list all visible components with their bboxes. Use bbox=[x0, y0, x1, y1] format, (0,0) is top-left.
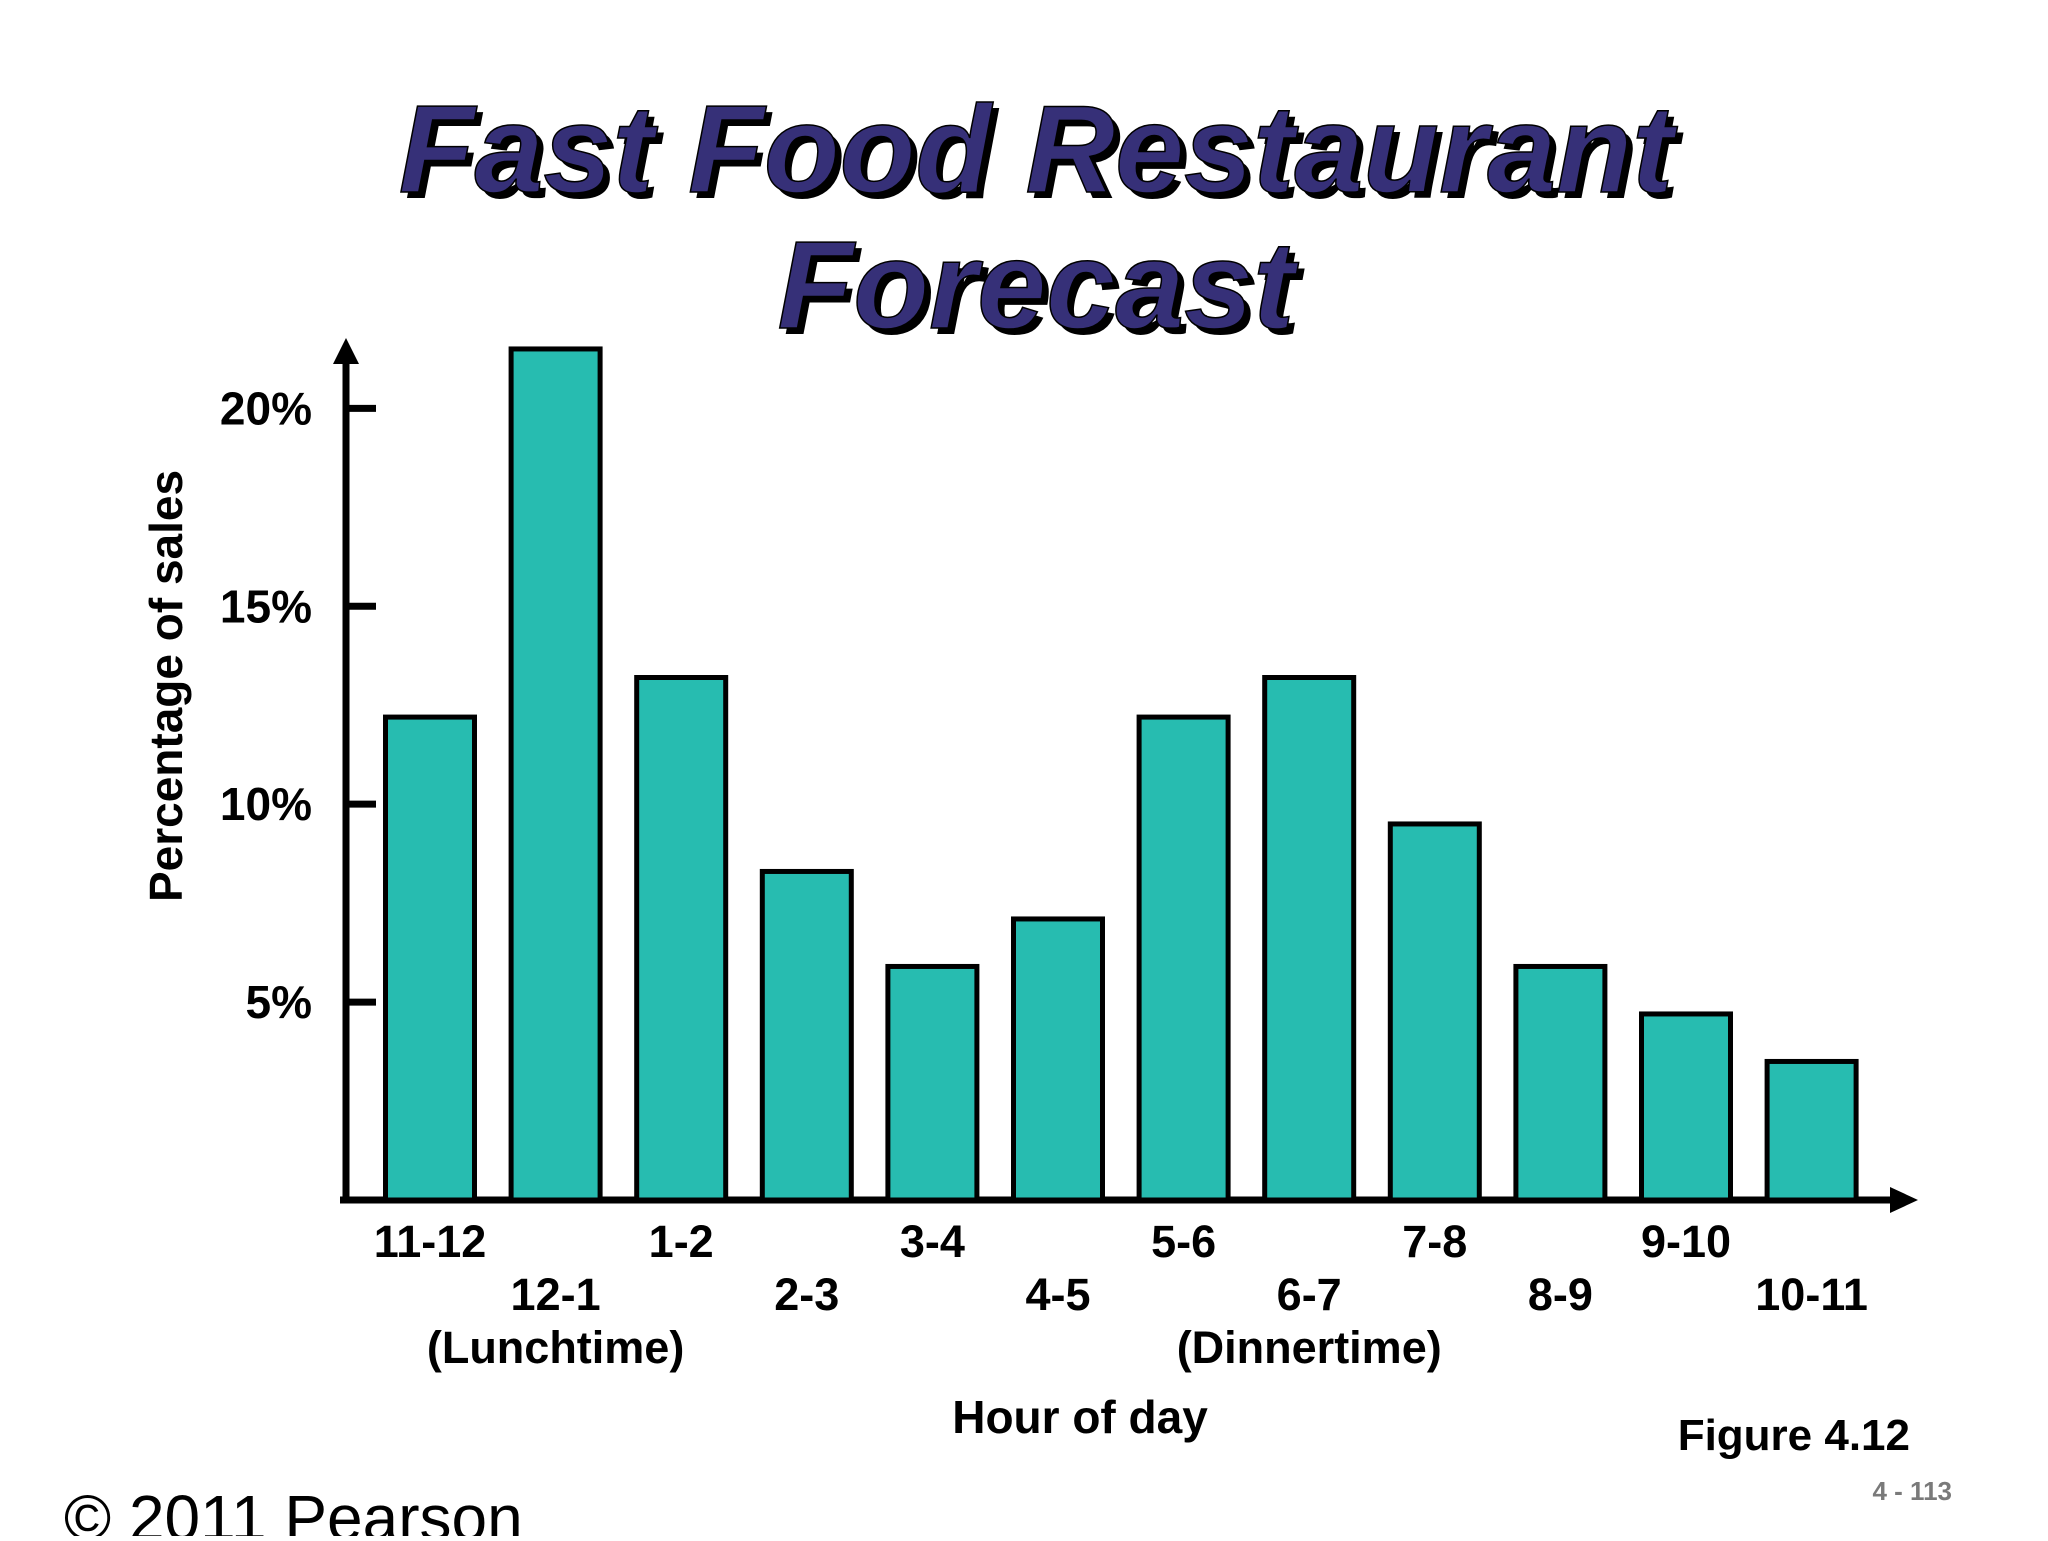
bar-11-12 bbox=[383, 714, 477, 1203]
category-label-4-5: 4-5 bbox=[1025, 1269, 1090, 1320]
category-labels: 11-12 12-1 1-2 2-3 3-4 4-5 5-6 6-7 7-8 8-9 9-10 10-… bbox=[374, 1216, 1868, 1373]
bar-6-7 bbox=[1262, 675, 1357, 1203]
category-label-3-4: 3-4 bbox=[900, 1216, 965, 1267]
category-label-2-3: 2-3 bbox=[774, 1269, 839, 1320]
y-ticks: 5% 10% 15% 20% bbox=[220, 382, 376, 1028]
category-label-9-10: 9-10 bbox=[1641, 1216, 1731, 1267]
bar-10-11 bbox=[1764, 1058, 1859, 1203]
bar-5-6 bbox=[1136, 714, 1231, 1203]
bar-9-10 bbox=[1639, 1011, 1733, 1203]
title-line2-shadow: Forecast bbox=[784, 223, 1306, 361]
y-axis-title: Percentage of sales bbox=[140, 470, 192, 902]
category-label-8-9: 8-9 bbox=[1528, 1269, 1593, 1320]
category-label-6-7: 6-7 bbox=[1277, 1269, 1342, 1320]
category-label-11-12: 11-12 bbox=[374, 1216, 487, 1267]
y-tick-label-2: 15% bbox=[220, 580, 312, 632]
bar-1-2 bbox=[634, 675, 729, 1203]
x-axis-title: Hour of day bbox=[952, 1391, 1208, 1443]
category-label-5-6: 5-6 bbox=[1151, 1216, 1216, 1267]
category-label-12-1: 12-1 bbox=[511, 1269, 601, 1320]
period-label-1: (Dinnertime) bbox=[1177, 1322, 1442, 1373]
category-label-7-8: 7-8 bbox=[1402, 1216, 1467, 1267]
bar-7-8 bbox=[1387, 821, 1482, 1203]
category-label-10-11: 10-11 bbox=[1755, 1269, 1868, 1320]
bar-3-4 bbox=[885, 963, 980, 1203]
y-tick-label-1: 10% bbox=[220, 778, 312, 830]
bar-2-3 bbox=[759, 868, 854, 1203]
y-tick-label-3: 20% bbox=[220, 382, 312, 434]
bars bbox=[383, 346, 1859, 1203]
period-label-0: (Lunchtime) bbox=[427, 1322, 684, 1373]
figure-label: Figure 4.12 bbox=[1678, 1411, 1910, 1460]
title-line1-shadow: Fast Food Restaurant bbox=[405, 87, 1684, 225]
bar-12-1 bbox=[508, 346, 603, 1203]
title-line2: Forecast bbox=[778, 217, 1300, 355]
y-axis-arrowhead bbox=[333, 338, 359, 364]
bar-8-9 bbox=[1513, 963, 1608, 1203]
category-label-1-2: 1-2 bbox=[649, 1216, 714, 1267]
y-tick-label-0: 5% bbox=[246, 976, 312, 1028]
copyright-text: © 2011 Pearson bbox=[64, 1482, 523, 1536]
title-line1: Fast Food Restaurant bbox=[399, 81, 1678, 219]
page-number: 4 - 113 bbox=[1872, 1476, 1952, 1506]
slide-title: Fast Food Restaurant Fast Food Restauran… bbox=[398, 80, 1684, 361]
x-axis-arrowhead bbox=[1890, 1187, 1918, 1213]
bar-4-5 bbox=[1011, 916, 1105, 1203]
